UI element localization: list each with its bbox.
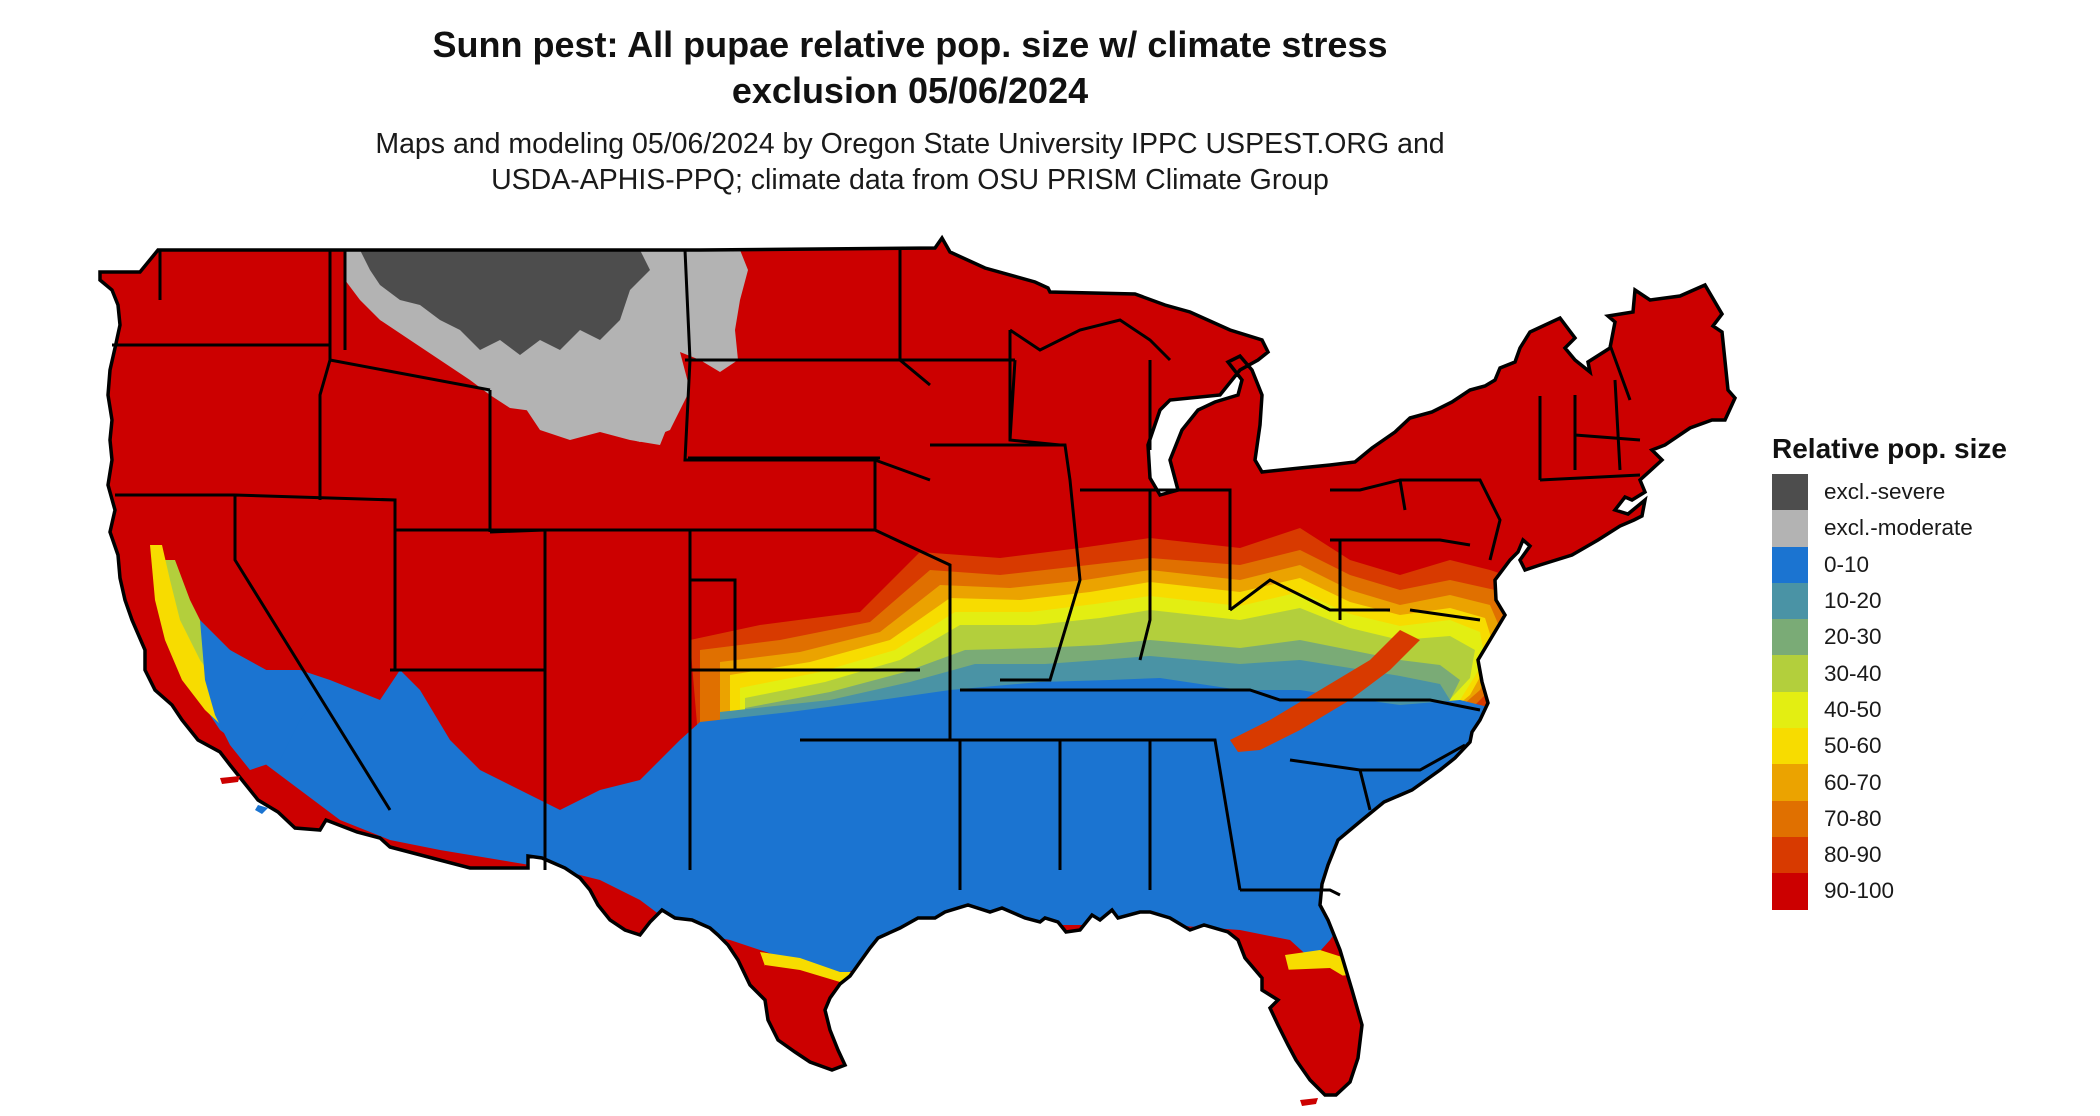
legend-item: 40-50: [1772, 691, 2072, 729]
legend-item: excl.-severe: [1772, 474, 2072, 511]
legend-label: 40-50: [1824, 696, 1882, 722]
state-lines-east: [1240, 344, 1641, 897]
legend-swatch: [1772, 619, 1808, 656]
us-outline: [98, 234, 1738, 1097]
legend-label: 60-70: [1824, 769, 1882, 795]
legend-swatch: [1772, 582, 1808, 620]
legend-label: 80-90: [1824, 842, 1882, 868]
legend-label: 20-30: [1824, 624, 1882, 650]
zone-0-10-south: [170, 620, 1510, 985]
legend-item: 80-90: [1772, 836, 2072, 874]
legend-label: 30-40: [1824, 660, 1882, 686]
legend-swatch: [1772, 655, 1808, 692]
channel-islands-2: [255, 805, 268, 814]
legend-swatch: [1772, 873, 1808, 910]
legend-item: 20-30: [1772, 619, 2072, 656]
channel-islands: [220, 776, 240, 784]
legend-label: 90-100: [1824, 878, 1895, 904]
zone-90-100-florida: [1278, 968, 1360, 1095]
coastal-islands: [220, 776, 1318, 1106]
map-title-line-2: exclusion 05/06/2024: [731, 70, 1089, 111]
legend-swatch: [1772, 691, 1808, 729]
legend-item: 10-20: [1772, 582, 2072, 620]
map-subtitle-line-1: Maps and modeling 05/06/2024 by Oregon S…: [375, 128, 1445, 160]
legend-swatch: [1772, 764, 1808, 801]
legend-item: 90-100: [1772, 873, 2072, 910]
legend-item: 50-60: [1772, 728, 2072, 765]
legend-swatch: [1772, 836, 1808, 874]
legend-title: Relative pop. size: [1772, 433, 2007, 464]
legend-item: 30-40: [1772, 655, 2072, 692]
climate-zone-layer: [100, 238, 1735, 1095]
legend-label: excl.-severe: [1824, 479, 1946, 505]
legend-item: 0-10: [1772, 546, 2072, 583]
legend-label: 10-20: [1824, 588, 1882, 614]
zone-excl-moderate-wyoming: [520, 395, 670, 445]
zone-0-10-california-coast: [200, 620, 330, 770]
state-boundary-layer: [112, 249, 1641, 897]
map-title-line-1: Sunn pest: All pupae relative pop. size …: [432, 24, 1388, 65]
map-subtitle-line-2: USDA-APHIS-PPQ; climate data from OSU PR…: [491, 164, 1329, 196]
legend-swatch: [1772, 510, 1808, 547]
florida-keys: [1300, 1098, 1318, 1106]
zone-excl-severe-north: [360, 250, 650, 355]
legend-label: 0-10: [1824, 551, 1870, 577]
legend: Relative pop. size excl.-severe excl.-mod…: [1772, 432, 2072, 910]
legend-swatch: [1772, 800, 1808, 837]
zone-80-90-appalachia: [1230, 630, 1420, 752]
state-lines-midwest: [898, 250, 1390, 891]
legend-item: 70-80: [1772, 800, 2072, 837]
legend-label: excl.-moderate: [1824, 515, 1973, 541]
legend-swatch: [1772, 474, 1808, 511]
legend-item: excl.-moderate: [1772, 510, 2072, 547]
legend-swatch: [1772, 546, 1808, 583]
legend-label: 50-60: [1824, 733, 1882, 759]
legend-swatch: [1772, 728, 1808, 765]
legend-item: 60-70: [1772, 764, 2072, 801]
legend-label: 70-80: [1824, 805, 1882, 831]
legend-items: excl.-severe excl.-moderate 0-10 10-20 20-30…: [1772, 474, 2072, 910]
